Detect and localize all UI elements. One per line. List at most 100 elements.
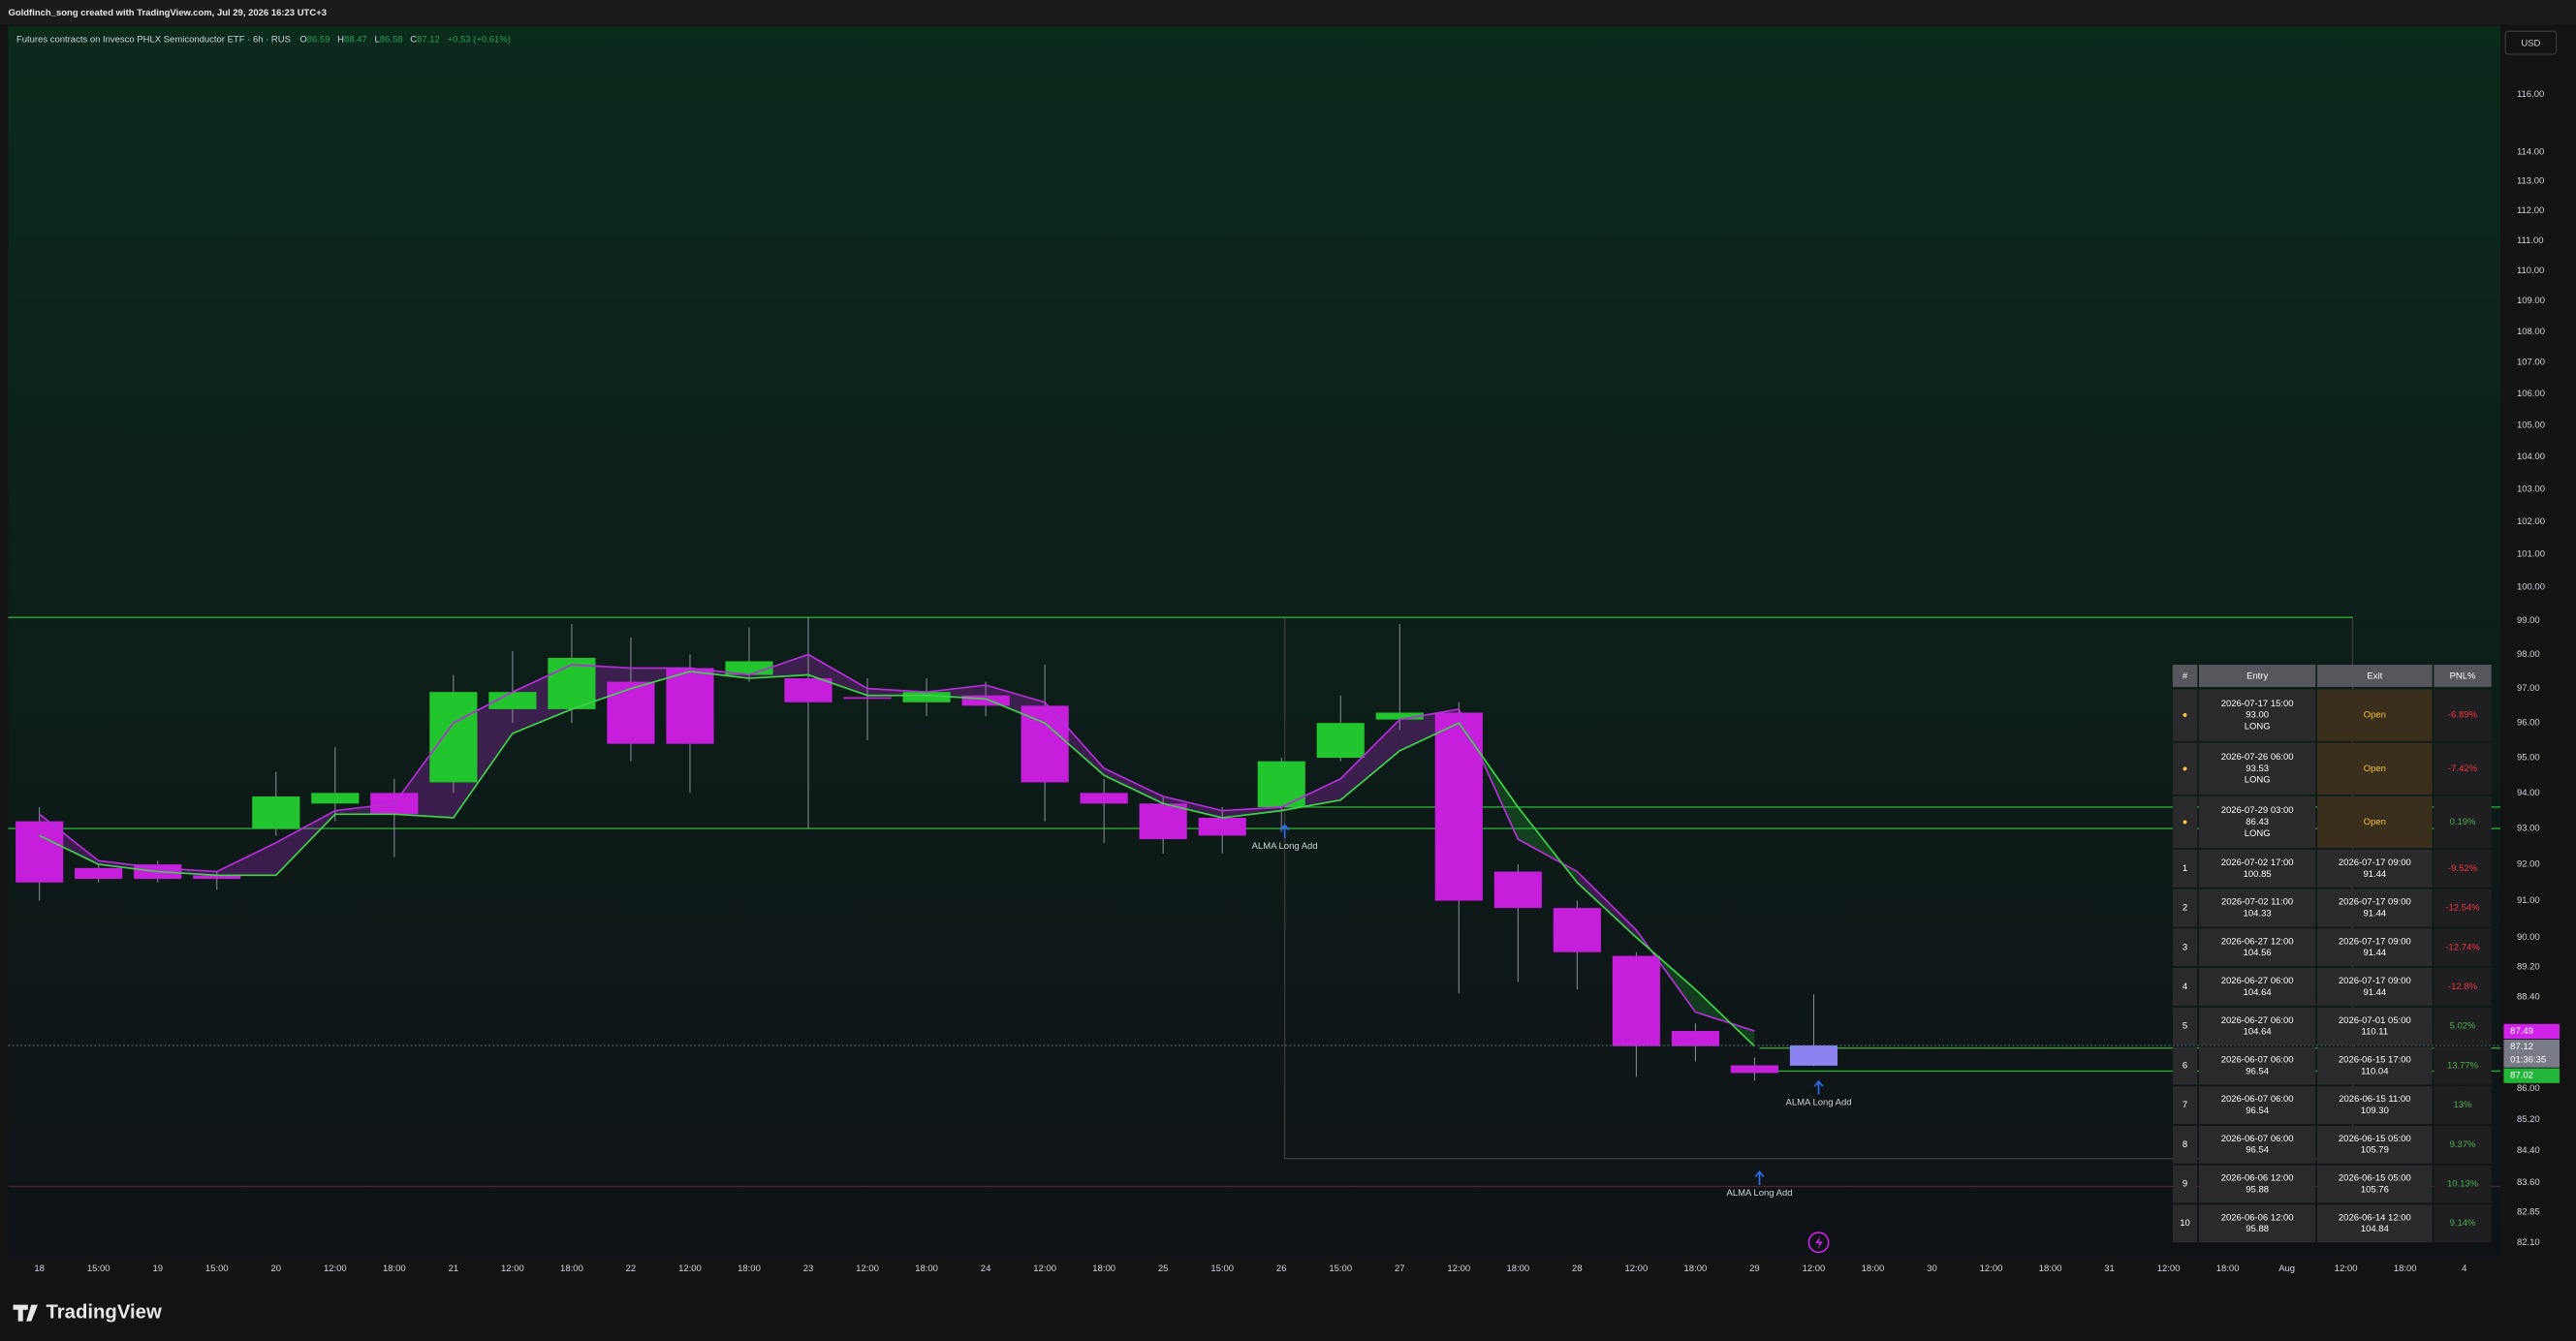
table-cell [2434, 967, 2492, 1006]
table-cell [2317, 1086, 2433, 1125]
exit-text: 110.11 [2362, 1027, 2389, 1038]
exit-text: 2026-06-15 05:00 [2339, 1134, 2411, 1144]
table-cell [2198, 967, 2316, 1006]
ohlc-label: H [337, 34, 344, 45]
table-cell [2198, 742, 2316, 795]
entry-text: LONG [2245, 722, 2271, 733]
table-cell [2317, 689, 2433, 741]
y-tick-label: 99.00 [2517, 615, 2540, 626]
y-tick-label: 100.00 [2517, 582, 2545, 593]
x-tick-label: 12:00 [1980, 1263, 2003, 1274]
x-tick-label: 18:00 [1092, 1263, 1115, 1274]
candle-body [1198, 817, 1246, 836]
annotation: ALMA Long Add [1252, 841, 1318, 852]
credit: Goldfinch_song created with TradingView.… [8, 8, 327, 18]
x-tick-label: 30 [1927, 1263, 1937, 1274]
annotation: ALMA Long Add [1786, 1098, 1852, 1108]
price-label: 87.12 [2510, 1042, 2533, 1052]
x-tick-label: 12:00 [1625, 1263, 1649, 1274]
entry-text: 104.64 [2244, 987, 2272, 998]
trade-table: # Entry Exit PNL%●2026-07-17 15:0093.00LONG… [2172, 665, 2492, 1243]
plot: 116.00114.00113.00112.00111.00110.00109.… [8, 89, 2560, 1274]
y-tick-label: 93.00 [2517, 824, 2540, 834]
footer [0, 1281, 2576, 1341]
table-cell [2434, 928, 2492, 967]
y-tick-label: 83.60 [2517, 1177, 2540, 1188]
x-tick-label: 23 [803, 1263, 814, 1274]
y-tick-label: 96.00 [2517, 718, 2540, 729]
x-tick-label: 15:00 [87, 1263, 110, 1274]
header-text: Exit [2367, 670, 2382, 681]
x-tick-label: 12:00 [501, 1263, 524, 1274]
y-tick-label: 111.00 [2517, 235, 2544, 246]
pnl-text: -12.74% [2445, 942, 2480, 952]
table-cell [2172, 849, 2198, 888]
row-id: 10 [2180, 1218, 2190, 1229]
row-id: 2 [2183, 903, 2187, 914]
row-id: 5 [2183, 1021, 2187, 1032]
exit-text: 105.76 [2361, 1184, 2389, 1195]
entry-text: 2026-06-27 06:00 [2221, 976, 2294, 986]
candle-body [961, 695, 1010, 706]
x-tick-label: 18:00 [2039, 1263, 2062, 1274]
entry-text: 96.54 [2246, 1106, 2269, 1116]
entry-text: 2026-06-27 06:00 [2221, 1015, 2294, 1026]
x-tick-label: 24 [981, 1263, 991, 1274]
x-tick-label: 12:00 [678, 1263, 702, 1274]
x-tick-label: 18:00 [1684, 1263, 1708, 1274]
y-tick-label: 113.00 [2517, 176, 2544, 187]
ohlc-value: 88.47 [344, 34, 367, 45]
entry-text: 104.33 [2244, 909, 2272, 920]
entry-text: 2026-07-17 15:00 [2221, 699, 2294, 709]
x-tick-label: 12:00 [324, 1263, 347, 1274]
entry-text: 2026-06-07 06:00 [2221, 1094, 2294, 1105]
table-cell [2198, 889, 2316, 927]
row-id: 4 [2183, 982, 2187, 992]
price-label-box [2503, 1068, 2560, 1083]
entry-text: 2026-06-27 12:00 [2221, 936, 2294, 947]
x-tick-label: 28 [1572, 1263, 1583, 1274]
band-fill [1104, 767, 1164, 804]
exit-text: 91.44 [2363, 987, 2386, 998]
x-tick-label: 19 [152, 1263, 163, 1274]
table-cell [2198, 1204, 2316, 1243]
y-tick-label: 108.00 [2517, 327, 2545, 337]
table-cell [2317, 742, 2433, 795]
candle-body [75, 867, 123, 880]
exit-text: 2026-07-17 09:00 [2339, 858, 2411, 868]
y-tick-label: 105.00 [2517, 420, 2545, 430]
currency-box[interactable] [2504, 30, 2558, 55]
table-cell [2434, 1086, 2492, 1125]
x-tick-label: 18:00 [2394, 1263, 2417, 1274]
exit-text: 2026-07-17 09:00 [2339, 976, 2411, 986]
table-cell [2317, 1125, 2433, 1164]
exit-text: 2026-06-15 11:00 [2339, 1094, 2410, 1105]
symbol-title: Futures contracts on Invesco PHLX Semico… [16, 34, 291, 45]
band-fill [808, 654, 868, 696]
ohlc-value: 87.12 [417, 34, 440, 45]
signal-arrow [1279, 824, 1290, 838]
x-tick-label: 18:00 [1862, 1263, 1885, 1274]
table-cell [2434, 1007, 2492, 1045]
candle-body [1553, 908, 1601, 952]
row-id: ● [2183, 817, 2188, 827]
y-tick-label: 112.00 [2517, 205, 2544, 216]
table-cell [2434, 1204, 2492, 1243]
x-tick-label: 21 [449, 1263, 459, 1274]
table-cell [2172, 1204, 2198, 1243]
exit-text: 2026-07-01 05:00 [2339, 1015, 2411, 1026]
entry-text: 2026-07-02 11:00 [2221, 897, 2293, 908]
pnl-text: -12.8% [2448, 982, 2478, 992]
table-cell [2198, 795, 2316, 849]
candle-body [1080, 793, 1128, 804]
entry-text: 96.54 [2246, 1066, 2269, 1076]
time-axis [8, 1257, 2501, 1282]
entry-text: 104.64 [2244, 1027, 2272, 1038]
candle-body [1257, 761, 1305, 807]
candle-body [488, 692, 537, 709]
table-cell [2434, 889, 2492, 927]
table-cell [2172, 795, 2198, 849]
exit-text: 105.79 [2361, 1145, 2389, 1156]
entry-text: 2026-07-29 03:00 [2221, 805, 2294, 816]
ohlc-value: 86.59 [307, 34, 330, 45]
